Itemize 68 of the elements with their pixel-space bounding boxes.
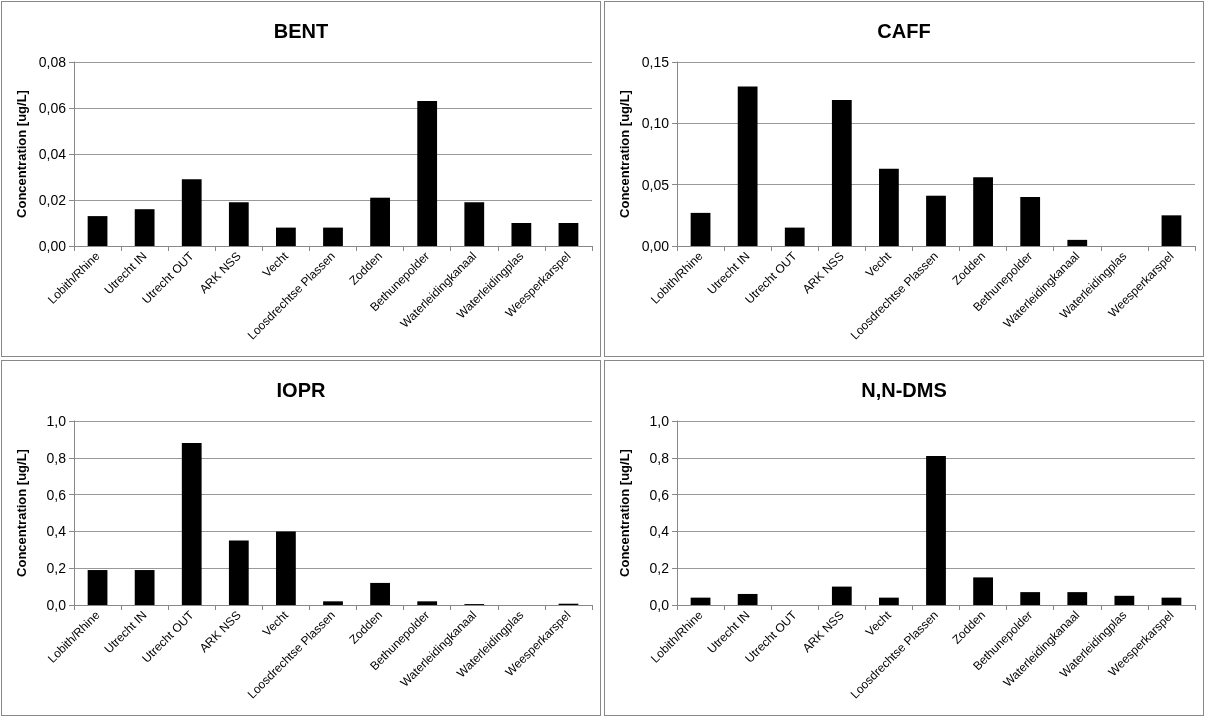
bar [1161, 215, 1182, 246]
y-tick-label: 0,06 [38, 100, 67, 116]
bar [323, 601, 343, 605]
bar [690, 212, 711, 246]
y-tick-label: 0,0 [46, 597, 67, 613]
bar [831, 586, 852, 605]
y-tick-label: 0,00 [641, 238, 670, 254]
y-tick-label: 0,04 [38, 146, 67, 162]
chart-title: CAFF [877, 20, 931, 42]
bar [784, 227, 805, 246]
bar [181, 443, 202, 605]
bar [276, 531, 296, 605]
bar [276, 227, 296, 246]
chart-title: BENT [273, 20, 329, 42]
bar [1020, 196, 1041, 246]
y-tick-label: 0,8 [46, 449, 67, 466]
bar [134, 209, 155, 246]
y-axis-title: Concentration [ug/L] [13, 90, 29, 218]
bar [690, 597, 711, 605]
y-tick-label: 0,0 [649, 597, 670, 613]
y-axis-title: Concentration [ug/L] [617, 449, 632, 577]
y-tick-label: 1,0 [46, 413, 67, 429]
bar [879, 597, 899, 605]
bar [134, 570, 155, 605]
y-tick-label: 0,08 [38, 54, 67, 70]
bar [1067, 239, 1088, 246]
bar [87, 216, 108, 246]
bar [181, 179, 202, 246]
y-axis-title: Concentration [ug/L] [616, 90, 632, 218]
bar [926, 455, 946, 605]
y-tick-label: 0,4 [46, 523, 67, 540]
bar [370, 582, 390, 605]
y-tick-label: 0,00 [38, 238, 67, 254]
bar [926, 195, 946, 246]
y-axis-title: Concentration [ug/L] [14, 449, 29, 577]
bar [323, 227, 343, 246]
bar [87, 570, 108, 605]
y-tick-label: 0,10 [641, 115, 670, 132]
bar [464, 202, 485, 246]
bar [511, 223, 532, 246]
bar [879, 168, 899, 246]
bar [1067, 592, 1088, 605]
bar [737, 86, 758, 246]
y-tick-label: 0,05 [641, 176, 670, 193]
y-tick-label: 0,4 [649, 523, 670, 540]
y-tick-label: 0,2 [649, 560, 670, 577]
chart-title: IOPR [276, 379, 326, 401]
y-tick-label: 0,15 [641, 54, 670, 70]
y-tick-label: 0,6 [649, 486, 670, 503]
chart-title: N,N-DMS [861, 379, 947, 401]
bar [831, 100, 852, 246]
bar [228, 540, 249, 605]
bar [1020, 592, 1041, 605]
bar [417, 101, 438, 246]
bar [558, 223, 579, 246]
bar [370, 197, 390, 246]
bar [228, 202, 249, 246]
bar [1114, 595, 1135, 605]
bar [1161, 597, 1182, 605]
bar [973, 577, 993, 605]
y-tick-label: 0,8 [649, 449, 670, 466]
y-tick-label: 1,0 [649, 413, 670, 429]
bar [737, 593, 758, 605]
y-tick-label: 0,2 [46, 560, 67, 577]
bar [417, 601, 438, 605]
y-tick-label: 0,02 [38, 192, 67, 208]
bar [973, 177, 993, 246]
y-tick-label: 0,6 [46, 486, 67, 503]
